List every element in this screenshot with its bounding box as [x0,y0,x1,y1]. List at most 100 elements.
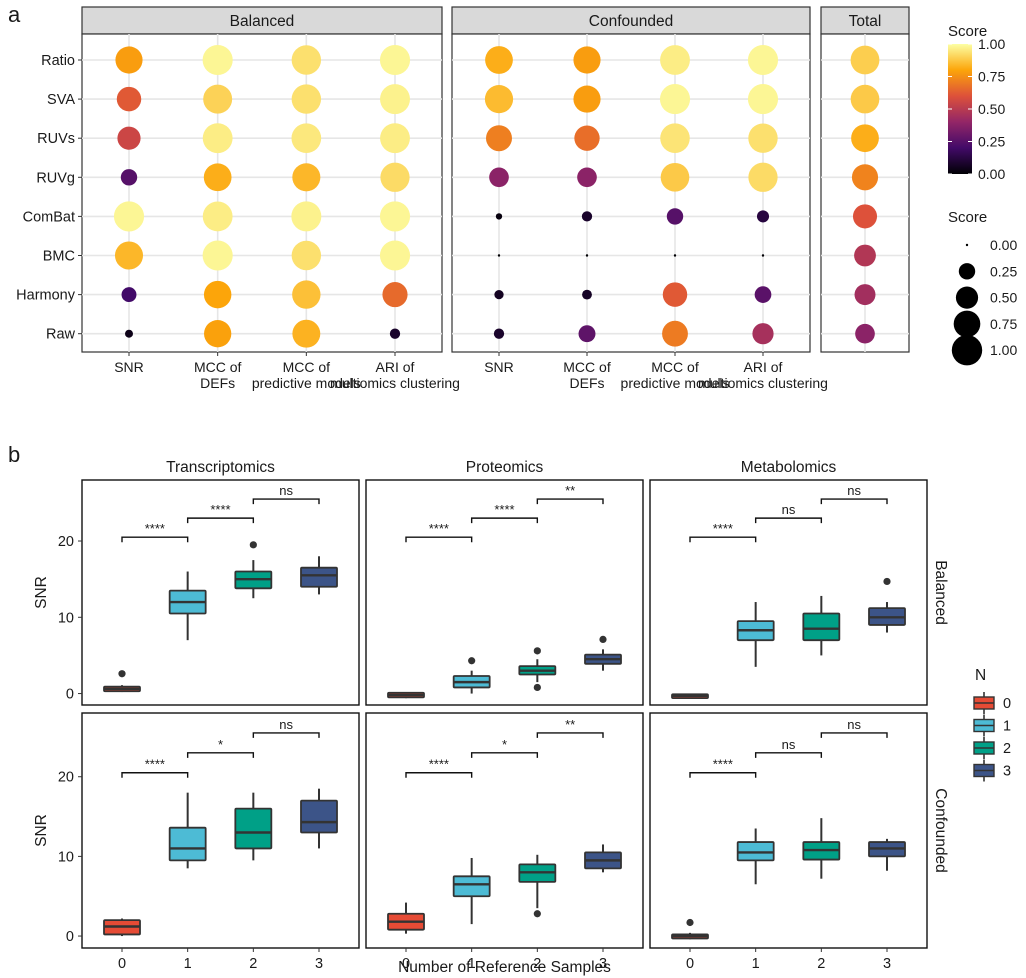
panel-balanced-proteomics: ********** [365,479,644,706]
dot-raw-snr [125,329,133,338]
dot-harmony-mcc-of-predictive-models [292,280,321,309]
facet-balanced: Balanced SNR MCC of DEFs MCC of predictive mo… [81,6,460,391]
significance-bracket: **** [405,521,473,543]
box-n1 [736,602,775,667]
bracket-line [754,752,823,758]
size-legend-label: 0.75 [990,316,1017,332]
dot-ratio-snr [115,46,143,74]
box-n3 [300,556,338,595]
size-legend-dot [955,286,979,309]
dot-ruvs-snr [486,125,512,152]
dot-ruvg-mcc-of-defs [203,163,232,192]
n-legend-key-0 [973,692,995,714]
x-tick-label-snr: SNR [114,359,144,375]
n-legend-label: 2 [1003,741,1011,757]
row-facet-balanced: Balanced [932,560,949,625]
panel-frame [365,479,644,706]
y-axis-label: SNR [33,576,50,609]
dot-ruvs-snr [117,126,141,150]
facet-panel [451,33,811,353]
row-label-sva: SVA [47,92,75,108]
significance-bracket: **** [121,757,189,778]
box-n1 [452,857,491,925]
x-tick-label: 1 [752,956,760,972]
x-tick-label: 2 [249,956,257,972]
dot-bmc-ari-of-multiomics-clustering [379,240,411,271]
dot-sva-snr [116,86,142,112]
significance-label: **** [494,502,514,517]
row-facet-confounded: Confounded [932,788,949,872]
dot-bmc-total [854,244,876,267]
dot-sva-ari-of-multiomics-clustering [380,84,410,115]
dot-combat-snr [495,213,503,220]
x-tick-label: 2 [817,956,825,972]
bracket-line [252,732,320,738]
dot-bmc-ari-of-multiomics-clustering [761,254,765,257]
dot-bmc-mcc-of-defs [202,240,233,271]
dot-ruvg-snr [489,167,509,188]
box-n2 [802,818,841,879]
row-label-raw: Raw [46,327,76,343]
x-tick-label-ari-of-multiomics-clustering: ARI of multiomics clustering [330,359,460,391]
panel-label-a: a [8,2,21,27]
x-tick-label-ari-of-multiomics-clustering: ARI of multiomics clustering [698,359,828,391]
dot-bmc-mcc-of-predictive-models [673,254,677,257]
significance-label: **** [429,757,449,772]
significance-bracket: **** [405,757,473,778]
n-legend-title: N [975,667,986,684]
box-n1 [736,828,775,885]
panel-confounded-metabolomics: 0 1 2 3 **** ns ns [649,712,928,972]
bracket-line [186,752,255,758]
outlier-point [686,918,694,927]
dot-raw-mcc-of-defs [204,320,232,348]
dot-ratio-mcc-of-defs [573,46,601,74]
box-body [234,807,273,850]
dot-harmony-total [854,284,876,306]
x-tick-label: 0 [686,956,694,972]
dot-ratio-mcc-of-predictive-models [291,45,322,75]
dot-raw-mcc-of-predictive-models [292,319,321,348]
box-n3 [300,788,338,849]
dot-ratio-snr [485,46,513,74]
significance-label: **** [713,757,733,772]
x-tick-label-mcc-of-predictive-models: MCC of predictive models [621,359,730,391]
n-legend-label: 1 [1003,719,1011,735]
box-n0 [671,693,709,700]
x-tick-label: 1 [468,956,476,972]
box-n3 [584,844,622,873]
box-n1 [168,571,207,641]
color-legend-label: 0.25 [978,134,1005,150]
dot-combat-mcc-of-defs [202,201,233,232]
box-body [802,612,841,642]
dot-bmc-mcc-of-defs [585,254,589,257]
dot-sva-total [850,84,880,114]
x-tick-label-mcc-of-defs: MCC of DEFs [194,359,242,391]
dot-ruvs-ari-of-multiomics-clustering [380,123,410,154]
bracket-line [754,517,823,524]
bracket-line [689,772,757,778]
significance-label: **** [713,521,733,536]
box-n3 [868,838,906,871]
dot-combat-total [852,204,878,229]
bracket-line [470,752,539,758]
significance-label: ns [782,737,796,752]
y-tick-label: 20 [58,534,74,550]
dot-ruvg-ari-of-multiomics-clustering [748,162,778,192]
dot-combat-snr [113,201,145,232]
dot-sva-snr [484,84,514,114]
color-legend-label: 0.50 [978,101,1005,117]
dot-bmc-snr [114,241,144,270]
dot-ruvg-total [851,164,879,191]
size-legend-label: 0.50 [990,290,1017,306]
dot-ratio-ari-of-multiomics-clustering [379,44,411,76]
significance-label: ns [847,483,861,498]
panel-balanced-metabolomics: **** ns ns [649,479,928,706]
facet-strip [451,6,811,35]
x-axis-label: Number of Reference Samples [398,959,611,976]
facet-title: Balanced [230,13,295,30]
panel-balanced-transcriptomics: 0 10 20 **** **** ns [58,479,360,706]
dot-raw-mcc-of-defs [578,325,596,343]
box-n0 [387,691,425,699]
row-label-ruvs: RUVs [37,131,75,147]
bracket-line [405,772,473,778]
